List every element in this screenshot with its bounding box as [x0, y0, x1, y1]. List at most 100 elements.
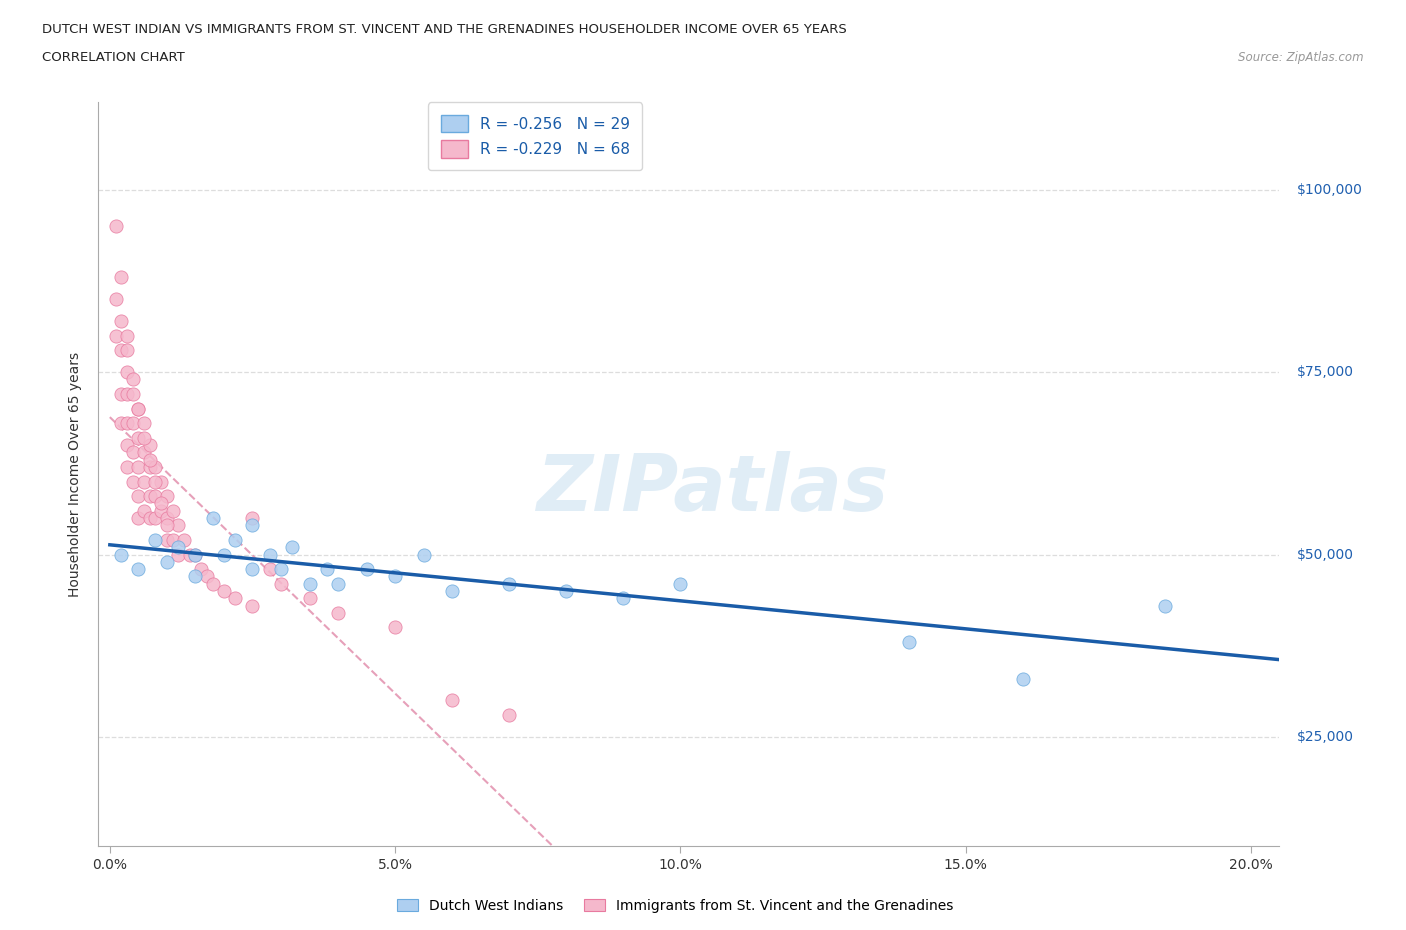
- Text: ZIPatlas: ZIPatlas: [537, 451, 889, 527]
- Point: [156, 489, 179, 504]
- Point: [242, 511, 264, 525]
- Text: Source: ZipAtlas.com: Source: ZipAtlas.com: [1239, 51, 1364, 64]
- Point: [298, 591, 321, 605]
- Point: [115, 365, 138, 379]
- Point: [139, 489, 162, 504]
- Point: [167, 518, 190, 533]
- Point: [145, 533, 167, 548]
- Legend: Dutch West Indians, Immigrants from St. Vincent and the Grenadines: Dutch West Indians, Immigrants from St. …: [391, 894, 959, 919]
- Point: [184, 547, 207, 562]
- Point: [115, 459, 138, 474]
- Point: [173, 533, 195, 548]
- Text: DUTCH WEST INDIAN VS IMMIGRANTS FROM ST. VINCENT AND THE GRENADINES HOUSEHOLDER : DUTCH WEST INDIAN VS IMMIGRANTS FROM ST.…: [42, 23, 846, 36]
- Point: [356, 562, 378, 577]
- Point: [167, 539, 190, 554]
- Point: [156, 554, 179, 569]
- Text: CORRELATION CHART: CORRELATION CHART: [42, 51, 186, 64]
- Point: [270, 577, 292, 591]
- Point: [270, 562, 292, 577]
- Point: [298, 577, 321, 591]
- Point: [498, 577, 520, 591]
- Point: [115, 328, 138, 343]
- Point: [224, 591, 246, 605]
- Point: [224, 533, 246, 548]
- Point: [167, 547, 190, 562]
- Point: [104, 328, 127, 343]
- Point: [669, 577, 692, 591]
- Point: [132, 416, 155, 431]
- Point: [132, 474, 155, 489]
- Point: [242, 598, 264, 613]
- Point: [127, 401, 149, 416]
- Y-axis label: Householder Income Over 65 years: Householder Income Over 65 years: [69, 352, 83, 597]
- Point: [384, 569, 406, 584]
- Point: [145, 511, 167, 525]
- Point: [259, 562, 281, 577]
- Point: [127, 511, 149, 525]
- Point: [127, 489, 149, 504]
- Point: [132, 431, 155, 445]
- Point: [121, 445, 143, 459]
- Point: [184, 547, 207, 562]
- Point: [115, 438, 138, 453]
- Point: [145, 489, 167, 504]
- Point: [110, 343, 132, 358]
- Point: [1011, 671, 1033, 686]
- Point: [139, 511, 162, 525]
- Point: [145, 459, 167, 474]
- Point: [110, 313, 132, 328]
- Point: [115, 387, 138, 402]
- Point: [139, 459, 162, 474]
- Point: [139, 438, 162, 453]
- Point: [127, 459, 149, 474]
- Point: [281, 539, 304, 554]
- Point: [384, 620, 406, 635]
- Point: [121, 387, 143, 402]
- Point: [612, 591, 634, 605]
- Point: [139, 452, 162, 467]
- Point: [195, 569, 218, 584]
- Point: [104, 219, 127, 233]
- Point: [121, 474, 143, 489]
- Point: [150, 503, 173, 518]
- Point: [162, 503, 184, 518]
- Point: [115, 416, 138, 431]
- Text: $50,000: $50,000: [1296, 548, 1354, 562]
- Text: $100,000: $100,000: [1296, 183, 1362, 197]
- Point: [110, 270, 132, 285]
- Point: [110, 416, 132, 431]
- Point: [150, 496, 173, 511]
- Point: [156, 511, 179, 525]
- Point: [212, 583, 235, 598]
- Point: [121, 372, 143, 387]
- Text: $25,000: $25,000: [1296, 730, 1354, 744]
- Point: [132, 503, 155, 518]
- Point: [110, 547, 132, 562]
- Point: [441, 693, 464, 708]
- Point: [326, 577, 349, 591]
- Point: [897, 634, 920, 649]
- Point: [179, 547, 201, 562]
- Point: [412, 547, 434, 562]
- Point: [162, 533, 184, 548]
- Point: [498, 708, 520, 723]
- Point: [190, 562, 212, 577]
- Point: [326, 605, 349, 620]
- Point: [201, 511, 224, 525]
- Point: [184, 569, 207, 584]
- Point: [127, 401, 149, 416]
- Point: [156, 518, 179, 533]
- Point: [110, 387, 132, 402]
- Point: [150, 474, 173, 489]
- Point: [156, 533, 179, 548]
- Point: [212, 547, 235, 562]
- Point: [127, 431, 149, 445]
- Point: [242, 562, 264, 577]
- Point: [145, 474, 167, 489]
- Point: [201, 577, 224, 591]
- Point: [441, 583, 464, 598]
- Point: [555, 583, 578, 598]
- Point: [242, 518, 264, 533]
- Point: [315, 562, 337, 577]
- Point: [127, 562, 149, 577]
